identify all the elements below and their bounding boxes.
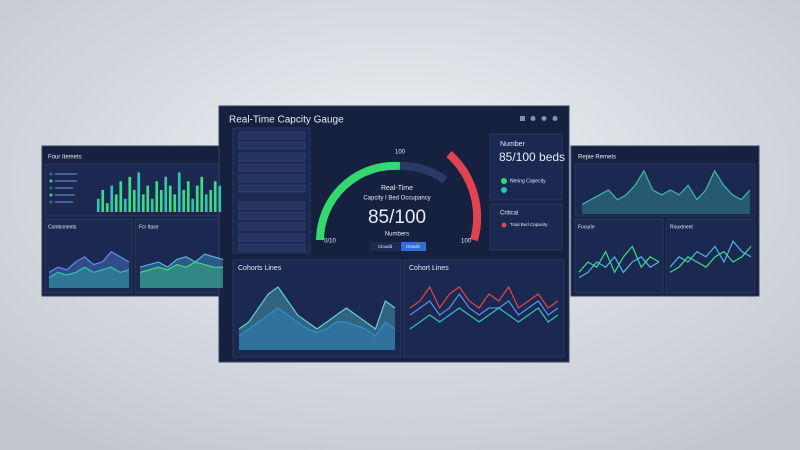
legend-dot [501, 222, 507, 228]
panel-title: Four Itemets [48, 155, 82, 161]
section [574, 218, 664, 294]
area [239, 308, 395, 350]
section [665, 218, 756, 294]
critical-heading: Critical [500, 211, 518, 217]
gauge-min-label: 0/10 [324, 239, 336, 245]
list [49, 172, 77, 204]
critical-box [489, 203, 563, 251]
area [140, 262, 223, 288]
section [574, 163, 756, 217]
gauge-subtitle: Capcity I Bed Occupancy [363, 196, 430, 202]
bar [195, 185, 199, 212]
bar [119, 181, 123, 212]
area-line [238, 286, 396, 330]
area [582, 170, 750, 214]
gauge-red-zone [446, 151, 482, 242]
legend-label: Total Bed Capacity [510, 222, 548, 227]
stats-value: 85/100 beds [499, 150, 565, 164]
line [409, 307, 559, 330]
line [409, 285, 559, 310]
panel-title: Real-Time Capcity Gauge [229, 115, 344, 126]
area-line [139, 253, 224, 268]
section-title: Rouxtnent [670, 224, 693, 230]
bar [137, 172, 141, 212]
bar [213, 181, 217, 212]
bar [146, 185, 150, 212]
line [409, 292, 559, 316]
bar [128, 176, 132, 212]
legend-dot [501, 187, 507, 193]
gauge-heading: Real-Time [381, 185, 413, 192]
section [403, 259, 565, 358]
line [669, 246, 752, 273]
bar [114, 194, 118, 212]
gauge-value: 85/100 [368, 207, 426, 228]
button-label[interactable]: Details [406, 244, 421, 249]
bar [110, 185, 114, 212]
area [140, 254, 223, 288]
bar [173, 194, 177, 212]
section [44, 163, 228, 217]
area [49, 267, 129, 288]
area-line [48, 266, 130, 279]
bar [186, 181, 190, 212]
gauge-green-zone [316, 161, 401, 241]
bar [200, 176, 204, 212]
right-panel: Repie Remets Focurie Rouxtnent [570, 145, 760, 297]
gauge-max-label: 100 [461, 239, 472, 245]
bar [191, 198, 195, 212]
legend-dot [501, 178, 507, 184]
section [44, 218, 133, 294]
gauge-track [399, 161, 448, 184]
bar [150, 198, 154, 212]
sidebar-items [238, 131, 306, 252]
area [239, 287, 395, 350]
bar [155, 181, 159, 212]
area-line [581, 169, 751, 205]
bar [164, 176, 168, 212]
gauge-caption: Numbers [385, 232, 409, 238]
legend-label: Nering Copecity [510, 178, 546, 184]
bar [159, 190, 163, 212]
button[interactable] [401, 242, 426, 251]
bar [218, 185, 222, 212]
bar [177, 172, 181, 212]
window-icons [520, 116, 558, 121]
area-line [48, 250, 130, 273]
section-title: Cohort Lines [409, 265, 449, 272]
area-line [139, 261, 223, 273]
line [578, 255, 660, 279]
button[interactable] [370, 242, 400, 251]
bar [105, 203, 109, 212]
section-title: Cohorts Lines [238, 265, 282, 272]
bar [123, 198, 127, 212]
center-panel: Real-Time Capcity Gauge 100 0/10 100 Rea… [218, 105, 570, 363]
bar [209, 190, 213, 212]
bar [182, 190, 186, 212]
section-title: Fcr Itase [139, 224, 159, 230]
gauge-max: 100 [395, 150, 406, 156]
line [669, 240, 752, 268]
section [232, 259, 402, 358]
button-label[interactable]: Cloudd [378, 244, 393, 249]
bar [168, 185, 172, 212]
bar [204, 194, 208, 212]
bar [132, 190, 136, 212]
section-title: Combonents [48, 224, 77, 230]
bar [101, 190, 105, 212]
panel-title: Repie Remets [578, 155, 616, 161]
stats-heading: Number [500, 141, 526, 148]
area-line [238, 307, 396, 337]
section-title: Focurie [578, 224, 595, 230]
bar [96, 198, 100, 212]
bar [141, 194, 145, 212]
